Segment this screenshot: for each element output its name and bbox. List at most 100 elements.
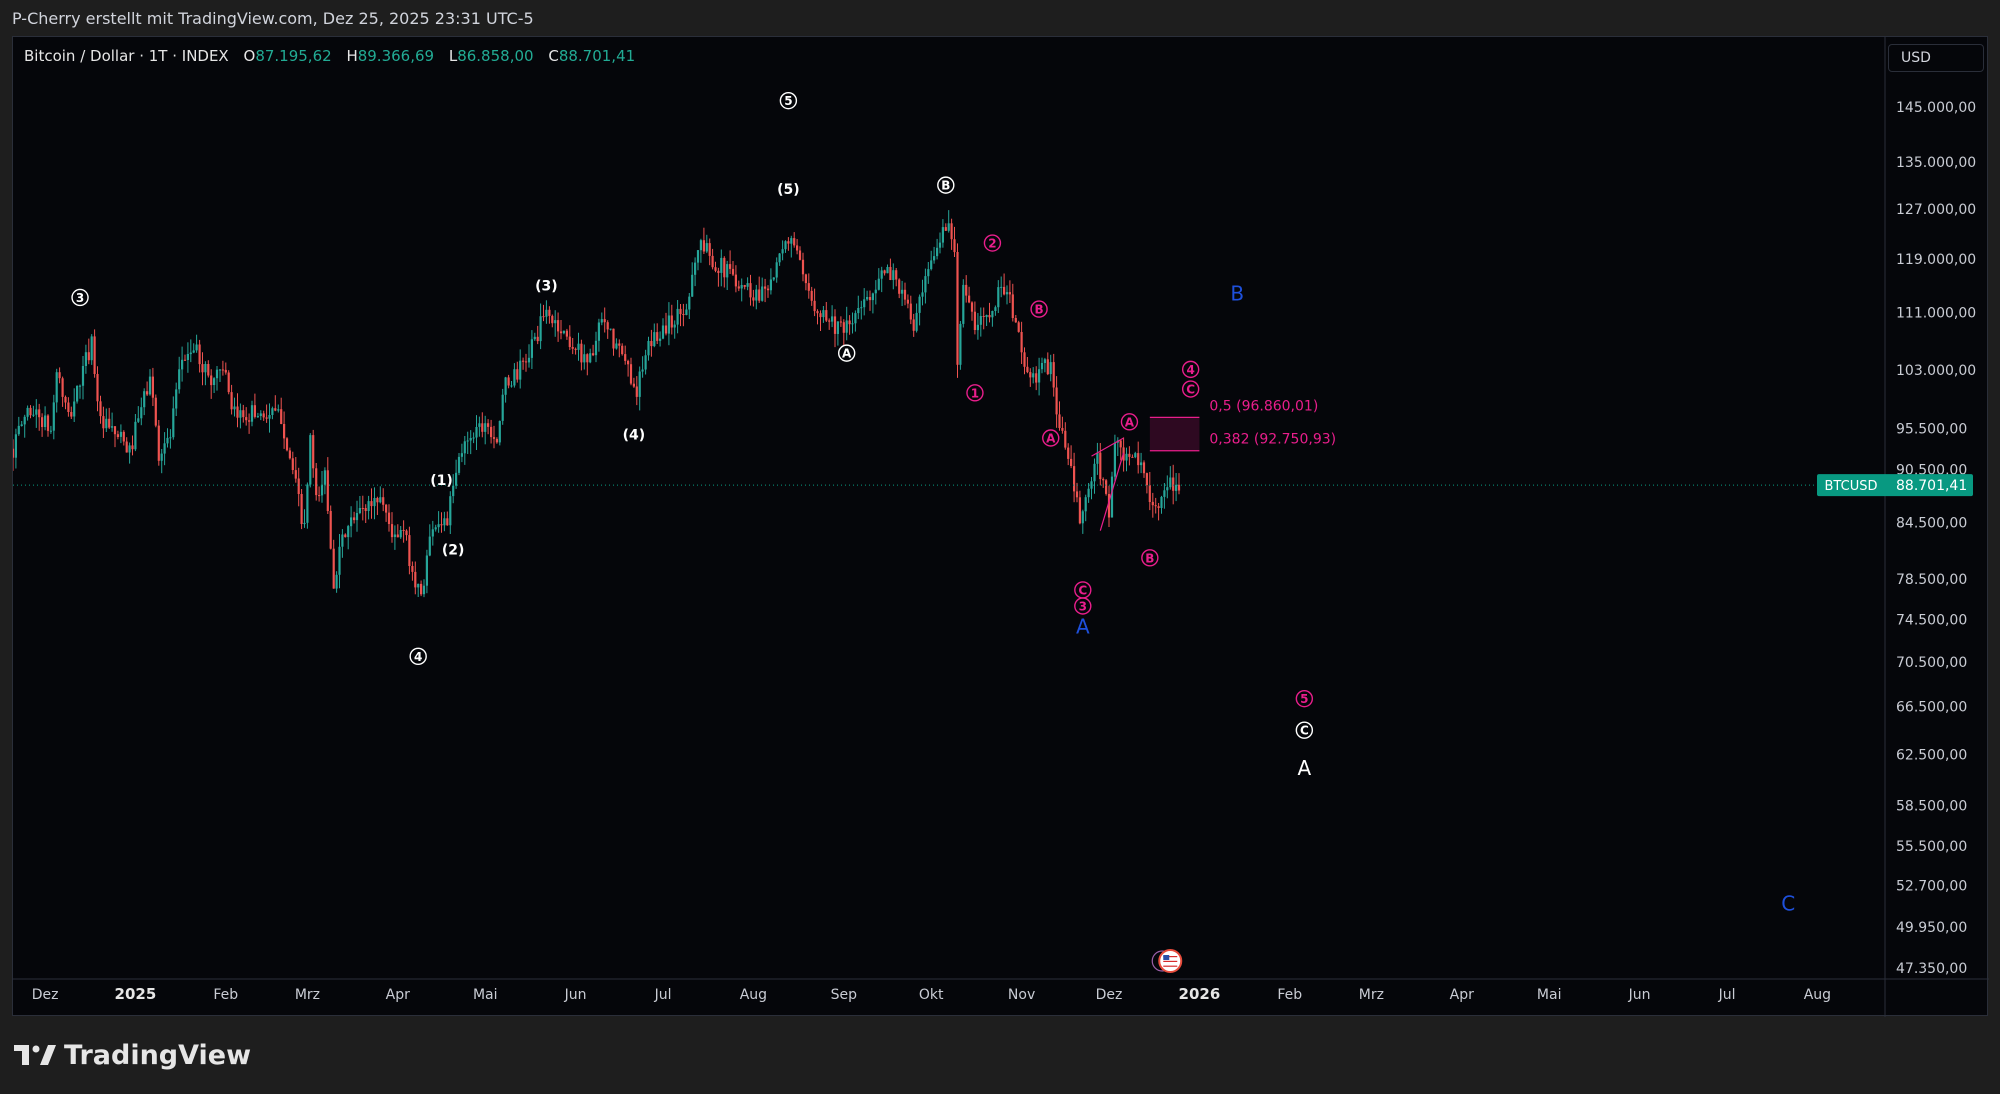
wave-label[interactable]: 5: [779, 91, 798, 110]
candle: [341, 529, 344, 558]
y-tick-label: 78.500,00: [1896, 572, 1967, 588]
wave-label[interactable]: 5: [1295, 689, 1314, 708]
x-tick-label: Aug: [740, 987, 767, 1003]
candle: [650, 329, 653, 357]
wave-label[interactable]: (2): [442, 542, 465, 558]
candle: [772, 277, 775, 282]
candle: [1040, 357, 1044, 374]
candle: [577, 332, 580, 361]
candle: [452, 474, 455, 504]
candle: [70, 406, 73, 419]
tradingview-logo[interactable]: TradingView: [14, 1040, 251, 1071]
candle: [143, 388, 146, 416]
wave-label[interactable]: A: [1298, 756, 1312, 780]
y-tick-label: 58.500,00: [1896, 798, 1967, 814]
candle: [318, 486, 321, 502]
candle: [178, 356, 181, 394]
candle: [790, 235, 793, 258]
wave-label[interactable]: A: [837, 344, 856, 362]
candle: [1035, 366, 1038, 391]
wave-label[interactable]: A: [1076, 615, 1090, 639]
wave-label[interactable]: B: [1230, 281, 1244, 305]
candle: [1032, 367, 1035, 384]
currency-selector[interactable]: USD: [1888, 44, 1984, 72]
wave-label[interactable]: C: [1074, 581, 1092, 599]
candle: [361, 495, 364, 521]
candle: [883, 269, 886, 276]
y-tick-label: 55.500,00: [1896, 839, 1967, 855]
candle: [1075, 482, 1079, 503]
wave-label[interactable]: (3): [535, 278, 558, 294]
candle: [309, 433, 312, 488]
candle: [393, 525, 396, 550]
candle: [798, 246, 802, 261]
wave-label[interactable]: 4: [1181, 360, 1200, 379]
candle: [1148, 472, 1151, 511]
wave-label[interactable]: A: [1120, 413, 1139, 431]
triangle-trendline[interactable]: [1091, 437, 1124, 457]
candle: [443, 511, 446, 532]
wave-label[interactable]: 4: [409, 647, 427, 666]
tradingview-logo-icon: [14, 1045, 56, 1065]
candle: [734, 265, 737, 293]
wave-label[interactable]: B: [1030, 300, 1048, 318]
candle: [714, 261, 717, 273]
candle: [111, 412, 114, 432]
candle: [99, 395, 102, 424]
candle: [600, 312, 603, 326]
candle: [953, 226, 956, 257]
svg-text:5: 5: [1300, 692, 1308, 706]
candle: [315, 463, 318, 501]
candle: [353, 511, 356, 524]
wave-label[interactable]: 3: [1074, 597, 1092, 615]
candle: [268, 403, 271, 433]
fib-level-label: 0,382 (92.750,93): [1209, 432, 1336, 448]
candle: [1172, 464, 1175, 505]
wave-label[interactable]: A: [1042, 429, 1060, 447]
candle: [271, 406, 274, 420]
us-flag-icon[interactable]: [1151, 949, 1183, 973]
candle: [618, 339, 621, 358]
candle: [1166, 475, 1169, 499]
legend-symbol[interactable]: Bitcoin / Dollar · 1T · INDEX: [24, 47, 229, 65]
candle: [903, 282, 907, 306]
y-tick-label: 135.000,00: [1896, 155, 1976, 171]
candle: [892, 263, 895, 290]
symbol-legend[interactable]: Bitcoin / Dollar · 1T · INDEX O87.195,62…: [24, 47, 635, 65]
candle: [1049, 354, 1052, 382]
wave-label[interactable]: 3: [71, 288, 89, 307]
y-tick-label: 103.000,00: [1896, 363, 1976, 379]
candle: [880, 266, 883, 293]
candle: [154, 394, 157, 428]
candle: [46, 414, 50, 437]
candle: [108, 407, 111, 429]
candle: [583, 344, 586, 370]
fib-zone[interactable]: [1149, 417, 1200, 451]
candle: [14, 428, 17, 469]
candle: [227, 370, 230, 395]
current-price-tag[interactable]: BTCUSD 88.701,41: [1817, 474, 1973, 497]
candle: [944, 223, 947, 231]
x-tick-label: 2026: [1179, 985, 1221, 1003]
chart-pane[interactable]: 0,5 (96.860,01) 0,382 (92.750,93) 3 5 (3) (5…: [12, 36, 1989, 1017]
x-tick-label: Mai: [473, 987, 498, 1003]
chart-canvas[interactable]: 0,5 (96.860,01) 0,382 (92.750,93) 3 5 (3) (5…: [13, 37, 1989, 1017]
candle: [402, 520, 405, 543]
triangle-trendline[interactable]: [1099, 452, 1125, 531]
wave-label[interactable]: (4): [623, 428, 646, 444]
wave-label[interactable]: C: [1295, 721, 1314, 739]
candle: [294, 457, 297, 483]
candle: [76, 385, 79, 404]
candle: [723, 256, 726, 288]
wave-label[interactable]: 1: [966, 384, 984, 402]
candle: [1087, 483, 1090, 503]
wave-label[interactable]: (1): [430, 473, 453, 489]
wave-label[interactable]: B: [937, 176, 955, 194]
wave-label[interactable]: (5): [777, 182, 800, 198]
wave-label[interactable]: B: [1141, 549, 1159, 567]
candle: [119, 424, 122, 444]
wave-label[interactable]: C: [1781, 891, 1795, 915]
wave-label[interactable]: C: [1181, 380, 1200, 398]
candle: [490, 419, 493, 444]
wave-label[interactable]: 2: [983, 234, 1002, 252]
